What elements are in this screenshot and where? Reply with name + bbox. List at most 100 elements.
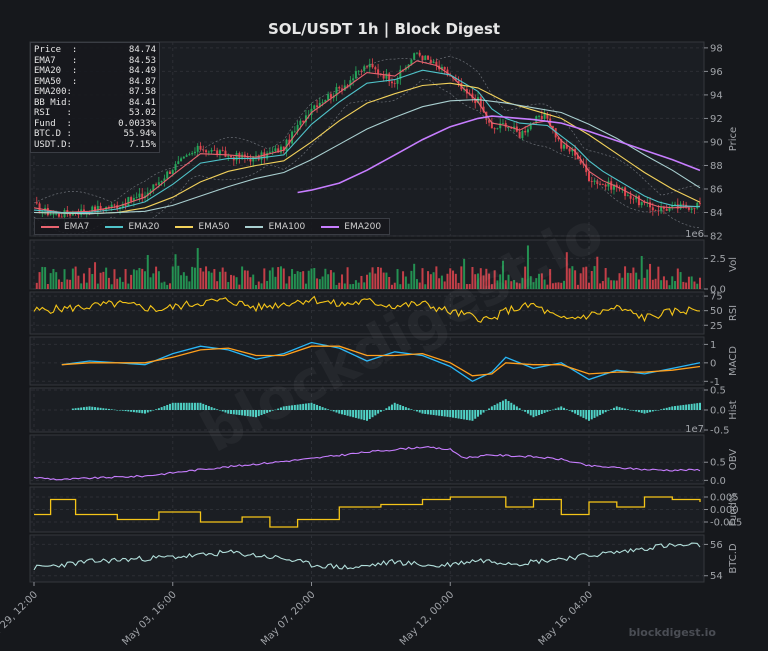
legend-entry-ema20: EMA20 — [105, 222, 159, 232]
candle-body — [121, 204, 124, 208]
histogram-bar — [546, 410, 549, 412]
histogram-bar — [488, 408, 491, 410]
histogram-bar — [421, 410, 424, 414]
candle-body — [354, 71, 357, 79]
histogram-bar — [135, 410, 138, 413]
histogram-bar — [232, 410, 235, 415]
readout-row: Price :84.74 — [34, 45, 156, 55]
candle-body — [235, 153, 238, 161]
candle-body — [604, 184, 607, 187]
volume-bar — [590, 271, 593, 289]
series-line-ema100 — [33, 99, 701, 215]
y-tick-label: 0.0 — [710, 476, 726, 487]
volume-bar — [152, 273, 155, 289]
volume-bar — [612, 280, 615, 289]
candle-body — [599, 183, 602, 185]
candle-body — [127, 197, 130, 207]
candle-body — [579, 159, 582, 164]
volume-bar — [182, 272, 185, 289]
histogram-bars — [71, 399, 701, 421]
candle-body — [699, 202, 701, 204]
candle-body — [477, 97, 479, 104]
histogram-bar — [612, 407, 615, 410]
volume-bar — [302, 271, 305, 289]
histogram-bar — [485, 410, 488, 411]
histogram-bar — [363, 410, 366, 421]
candle-body — [193, 151, 196, 154]
candle-body — [96, 205, 99, 212]
volume-bar — [418, 282, 421, 289]
candle-body — [249, 158, 252, 162]
histogram-bar — [266, 410, 269, 413]
volume-bar — [465, 284, 468, 289]
volume-bar — [415, 279, 418, 289]
histogram-bar — [74, 408, 77, 410]
histogram-bar — [551, 409, 554, 411]
volume-bar — [174, 254, 177, 289]
candle-body — [35, 202, 38, 204]
volume-bar — [563, 280, 566, 289]
candle-body — [660, 207, 663, 212]
volume-bar — [171, 266, 174, 289]
volume-bar — [460, 266, 463, 289]
histogram-bar — [182, 402, 185, 410]
histogram-bar — [574, 410, 577, 414]
histogram-bar — [94, 407, 97, 410]
histogram-bar — [685, 404, 688, 410]
volume-bar — [110, 284, 113, 289]
histogram-bar — [554, 408, 557, 410]
histogram-bar — [435, 410, 438, 416]
histogram-bar — [366, 410, 368, 421]
histogram-bar — [563, 407, 566, 410]
candle-body — [49, 214, 52, 216]
volume-bar — [399, 284, 402, 289]
x-tick-label: May 07, 20:00 — [259, 589, 318, 648]
candle-body — [191, 153, 194, 155]
candle-body — [110, 204, 113, 209]
x-tick-label: May 12, 00:00 — [398, 589, 457, 648]
panel-frame-btcd — [29, 534, 705, 583]
bollinger-band-upper — [33, 55, 701, 204]
histogram-bar — [440, 410, 443, 417]
volume-bar — [438, 278, 441, 289]
histogram-bar — [307, 403, 310, 410]
candle-body — [166, 171, 169, 179]
candle-body — [560, 139, 563, 149]
candle-body — [563, 144, 566, 149]
candle-body — [551, 126, 554, 129]
histogram-bar — [513, 404, 516, 410]
volume-bar — [352, 283, 355, 289]
histogram-bar — [571, 410, 574, 413]
histogram-bar — [343, 410, 346, 416]
volume-bar — [518, 283, 521, 289]
volume-bar — [671, 276, 674, 289]
histogram-bar — [493, 404, 496, 410]
volume-bar — [119, 277, 122, 289]
volume-bar — [224, 271, 227, 289]
axis-exponent: 1e7 — [685, 424, 704, 435]
readout-row: BTC.D :55.94% — [34, 129, 156, 139]
volume-bar — [429, 274, 432, 289]
histogram-bar — [174, 402, 177, 410]
y-tick-label: 90 — [710, 137, 723, 148]
volume-bar — [102, 271, 105, 289]
candle-body — [230, 155, 233, 158]
candle-body — [313, 105, 316, 109]
volume-bar — [588, 282, 590, 289]
histogram-bar — [96, 407, 99, 410]
candle-body — [657, 210, 660, 212]
volume-bar — [132, 269, 135, 289]
candle-body — [671, 205, 674, 208]
histogram-bar — [230, 410, 233, 414]
volume-bar — [432, 272, 435, 289]
histogram-bar — [699, 402, 701, 410]
histogram-bar — [635, 410, 638, 412]
candle-body — [651, 207, 654, 211]
volume-bar — [635, 272, 638, 289]
readout-row: BB Mid: 84.41 — [34, 97, 156, 108]
volume-bar — [141, 268, 144, 289]
legend-entry-ema7: EMA7 — [41, 222, 89, 232]
histogram-bar — [452, 410, 455, 418]
volume-bar — [341, 274, 344, 289]
histogram-bar — [310, 402, 313, 410]
